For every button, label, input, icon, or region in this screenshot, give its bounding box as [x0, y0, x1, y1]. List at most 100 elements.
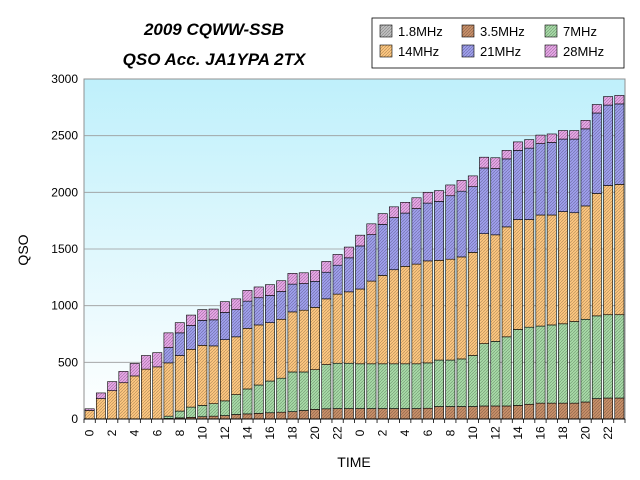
bar-hatch-21MHz-13	[231, 309, 241, 337]
bar-hatch-14MHz-5	[141, 369, 151, 419]
legend: 1.8MHz 3.5MHz 7MHz 14MHz 21MHz 28MHz	[371, 17, 625, 69]
bar-hatch-7MHz-43	[569, 321, 579, 404]
legend-swatch-hatch-21MHz	[462, 45, 474, 57]
bar-hatch-3.5MHz-19	[299, 410, 309, 419]
bar-hatch-28MHz-35	[479, 157, 489, 168]
bar-hatch-28MHz-39	[524, 139, 534, 149]
legend-label-1.8MHz: 1.8MHz	[398, 24, 443, 39]
bar-hatch-28MHz-46	[603, 96, 613, 106]
bar-hatch-14MHz-42	[558, 211, 568, 324]
legend-swatch-hatch-3.5MHz	[462, 25, 474, 37]
y-tick-label-2500: 2500	[51, 129, 78, 143]
bar-hatch-3.5MHz-17	[276, 412, 286, 419]
bar-hatch-28MHz-37	[502, 150, 512, 159]
bar-hatch-3.5MHz-47	[614, 398, 624, 419]
bar-hatch-28MHz-30	[423, 192, 433, 204]
bar-hatch-3.5MHz-32	[445, 406, 455, 419]
bar-hatch-3.5MHz-24	[355, 408, 365, 419]
bar-hatch-21MHz-7	[163, 347, 174, 363]
bar-hatch-3.5MHz-26	[378, 408, 388, 419]
bar-hatch-3.5MHz-15	[254, 413, 264, 419]
bar-hatch-14MHz-37	[502, 226, 512, 337]
bar-hatch-7MHz-44	[580, 319, 591, 402]
bar-hatch-3.5MHz-18	[287, 411, 298, 419]
bar-hatch-3.5MHz-27	[389, 408, 399, 419]
bar-hatch-21MHz-21	[321, 272, 331, 299]
bar-hatch-7MHz-31	[434, 360, 444, 407]
bar-hatch-14MHz-15	[254, 324, 264, 385]
bar-hatch-21MHz-36	[490, 168, 501, 235]
x-tick-label-0: 0	[83, 429, 97, 436]
bar-hatch-28MHz-18	[287, 273, 298, 285]
bar-hatch-7MHz-27	[389, 363, 399, 409]
bar-hatch-14MHz-17	[276, 319, 286, 379]
bar-hatch-28MHz-25	[366, 223, 377, 235]
bar-hatch-21MHz-40	[535, 143, 546, 215]
bar-hatch-21MHz-46	[603, 105, 613, 186]
bar-hatch-28MHz-16	[265, 284, 275, 296]
bar-hatch-14MHz-32	[445, 259, 455, 361]
bar-hatch-21MHz-16	[265, 295, 275, 323]
bar-hatch-3.5MHz-8	[175, 417, 185, 419]
bar-hatch-14MHz-4	[130, 375, 140, 419]
bar-hatch-14MHz-20	[310, 307, 320, 370]
bar-hatch-7MHz-8	[175, 411, 185, 418]
legend-box	[371, 17, 625, 69]
bar-hatch-28MHz-36	[490, 157, 501, 169]
bar-hatch-7MHz-14	[242, 388, 253, 414]
bar-hatch-3.5MHz-42	[558, 403, 568, 419]
x-tick-label-14: 4	[398, 429, 412, 436]
bar-hatch-3.5MHz-34	[468, 406, 478, 419]
chart-title-line-2: QSO Acc. JA1YPA 2TX	[123, 50, 307, 69]
bar-hatch-28MHz-15	[254, 286, 264, 298]
x-tick-label-20: 16	[533, 426, 547, 440]
legend-label-28MHz: 28MHz	[563, 44, 604, 59]
bar-hatch-7MHz-34	[468, 355, 478, 407]
bar-hatch-21MHz-25	[366, 234, 377, 282]
bar-hatch-14MHz-47	[614, 184, 624, 315]
bar-hatch-28MHz-26	[378, 213, 388, 225]
bar-hatch-14MHz-7	[163, 362, 174, 417]
bar-hatch-21MHz-33	[456, 191, 467, 257]
bar-hatch-21MHz-14	[242, 301, 253, 329]
bar-hatch-7MHz-32	[445, 360, 455, 407]
x-tick-label-7: 14	[240, 426, 254, 440]
x-tick-label-13: 2	[376, 429, 390, 436]
legend-label-7MHz: 7MHz	[563, 24, 597, 39]
x-tick-label-22: 20	[579, 426, 593, 440]
bar-hatch-14MHz-3	[118, 382, 129, 419]
x-tick-label-4: 8	[173, 429, 187, 436]
bar-hatch-7MHz-35	[479, 343, 489, 406]
bar-hatch-7MHz-11	[208, 403, 219, 417]
bar-hatch-21MHz-44	[580, 128, 591, 206]
bar-hatch-28MHz-6	[152, 352, 162, 367]
x-tick-label-6: 12	[218, 426, 232, 440]
bar-hatch-21MHz-10	[197, 320, 207, 346]
bar-hatch-21MHz-41	[547, 142, 557, 215]
bar-hatch-3.5MHz-43	[569, 403, 579, 419]
bar-hatch-28MHz-44	[580, 120, 591, 129]
bar-hatch-28MHz-10	[197, 309, 207, 321]
bar-hatch-3.5MHz-23	[344, 408, 354, 419]
bar-hatch-21MHz-9	[186, 325, 196, 350]
bar-hatch-28MHz-4	[130, 363, 140, 376]
bar-hatch-3.5MHz-31	[434, 406, 444, 419]
bar-hatch-21MHz-47	[614, 103, 624, 185]
bar-hatch-7MHz-45	[592, 315, 602, 399]
bar-hatch-28MHz-17	[276, 280, 286, 292]
bar-hatch-7MHz-47	[614, 314, 624, 399]
bar-hatch-21MHz-28	[400, 213, 410, 267]
bar-hatch-3.5MHz-10	[197, 416, 207, 419]
y-tick-label-3000: 3000	[51, 72, 78, 86]
bar-hatch-3.5MHz-36	[490, 405, 501, 419]
y-tick-label-2000: 2000	[51, 185, 78, 199]
bar-hatch-28MHz-45	[592, 104, 602, 113]
x-tick-label-1: 2	[105, 429, 119, 436]
chart-title-line-1: 2009 CQWW-SSB	[143, 20, 284, 39]
bar-hatch-3.5MHz-9	[186, 417, 196, 419]
bar-hatch-21MHz-37	[502, 158, 512, 227]
bar-hatch-3.5MHz-28	[400, 408, 410, 419]
bar-hatch-14MHz-21	[321, 298, 331, 365]
bar-hatch-3.5MHz-29	[411, 408, 422, 419]
y-tick-label-500: 500	[58, 355, 78, 369]
